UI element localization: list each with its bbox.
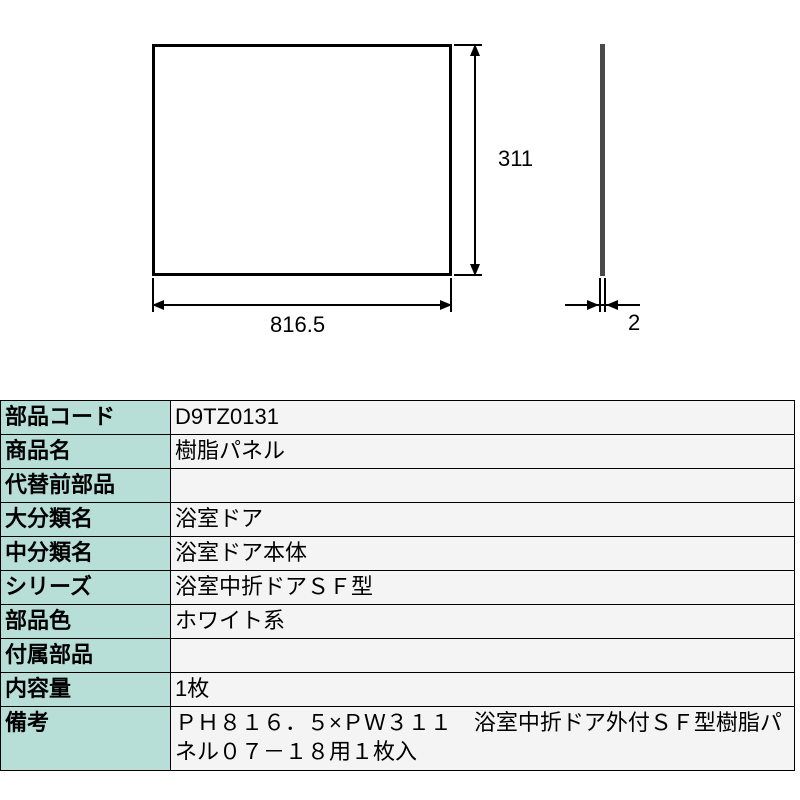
spec-value: 浴室ドア (171, 503, 795, 537)
spec-label: 部品コード (1, 401, 171, 435)
side-view-panel (600, 44, 605, 276)
spec-label: 商品名 (1, 435, 171, 469)
arrow-up-icon (470, 44, 480, 56)
front-view-panel (152, 44, 452, 276)
table-row: 部品色ホワイト系 (1, 605, 795, 639)
spec-label: 代替前部品 (1, 469, 171, 503)
arrow-right-icon (587, 300, 599, 310)
table-row: シリーズ浴室中折ドアＳＦ型 (1, 571, 795, 605)
height-dim-line (474, 52, 476, 268)
arrow-down-icon (470, 264, 480, 276)
spec-label: 大分類名 (1, 503, 171, 537)
spec-value (171, 639, 795, 673)
spec-label: 部品色 (1, 605, 171, 639)
spec-value: ＰＨ８１６．５×ＰＷ３１１ 浴室中折ドア外付ＳＦ型樹脂パネル０７－１８用１枚入 (171, 707, 795, 771)
spec-value: 浴室中折ドアＳＦ型 (171, 571, 795, 605)
thickness-dim-line (565, 304, 640, 306)
table-row: 大分類名浴室ドア (1, 503, 795, 537)
table-row: 内容量1枚 (1, 673, 795, 707)
table-row: 備考ＰＨ８１６．５×ＰＷ３１１ 浴室中折ドア外付ＳＦ型樹脂パネル０７－１８用１枚… (1, 707, 795, 771)
spec-table-body: 部品コードD9TZ0131商品名樹脂パネル代替前部品大分類名浴室ドア中分類名浴室… (1, 401, 795, 771)
table-row: 中分類名浴室ドア本体 (1, 537, 795, 571)
spec-label: 付属部品 (1, 639, 171, 673)
table-row: 部品コードD9TZ0131 (1, 401, 795, 435)
spec-table: 部品コードD9TZ0131商品名樹脂パネル代替前部品大分類名浴室ドア中分類名浴室… (0, 400, 795, 771)
table-row: 商品名樹脂パネル (1, 435, 795, 469)
spec-label: シリーズ (1, 571, 171, 605)
arrow-left-icon (606, 300, 618, 310)
width-dim-line (160, 304, 444, 306)
spec-value (171, 469, 795, 503)
spec-value: ホワイト系 (171, 605, 795, 639)
spec-label: 内容量 (1, 673, 171, 707)
arrow-left-icon (152, 300, 164, 310)
thickness-dimension-label: 2 (628, 310, 640, 336)
table-row: 付属部品 (1, 639, 795, 673)
table-row: 代替前部品 (1, 469, 795, 503)
spec-label: 中分類名 (1, 537, 171, 571)
width-dimension-label: 816.5 (270, 312, 325, 338)
spec-value: 1枚 (171, 673, 795, 707)
spec-value: D9TZ0131 (171, 401, 795, 435)
height-dimension-label: 311 (498, 146, 533, 172)
technical-diagram: 816.5 311 2 (0, 0, 800, 370)
spec-value: 樹脂パネル (171, 435, 795, 469)
arrow-right-icon (440, 300, 452, 310)
spec-label: 備考 (1, 707, 171, 771)
spec-value: 浴室ドア本体 (171, 537, 795, 571)
ext-line (599, 278, 601, 312)
